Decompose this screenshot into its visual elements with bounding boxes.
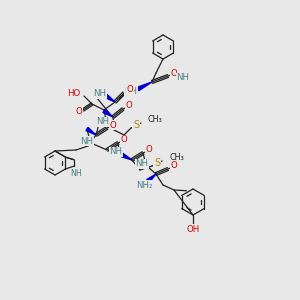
Text: O: O: [171, 68, 177, 77]
Text: NH: NH: [94, 89, 106, 98]
Text: NH: NH: [80, 136, 94, 146]
Text: NH₂: NH₂: [136, 181, 152, 190]
Polygon shape: [121, 153, 132, 160]
Text: O: O: [121, 136, 128, 145]
Text: NH: NH: [136, 160, 148, 169]
Text: HO: HO: [67, 88, 80, 98]
Text: O: O: [127, 85, 134, 94]
Polygon shape: [105, 94, 115, 102]
Text: O: O: [146, 146, 152, 154]
Text: NH: NH: [124, 86, 137, 95]
Text: NH: NH: [97, 118, 110, 127]
Polygon shape: [86, 128, 96, 135]
Polygon shape: [137, 82, 152, 91]
Text: O: O: [171, 161, 177, 170]
Text: NH: NH: [176, 74, 190, 82]
Text: S: S: [154, 158, 160, 168]
Polygon shape: [147, 174, 156, 182]
Text: CH₃: CH₃: [148, 116, 163, 124]
Text: CH₃: CH₃: [169, 154, 184, 163]
Polygon shape: [103, 110, 113, 117]
Text: O: O: [126, 101, 132, 110]
Text: S: S: [133, 120, 139, 130]
Text: OH: OH: [186, 224, 200, 233]
Text: O: O: [110, 121, 116, 130]
Text: NH: NH: [110, 148, 122, 157]
Text: O: O: [76, 107, 82, 116]
Text: NH: NH: [70, 169, 82, 178]
